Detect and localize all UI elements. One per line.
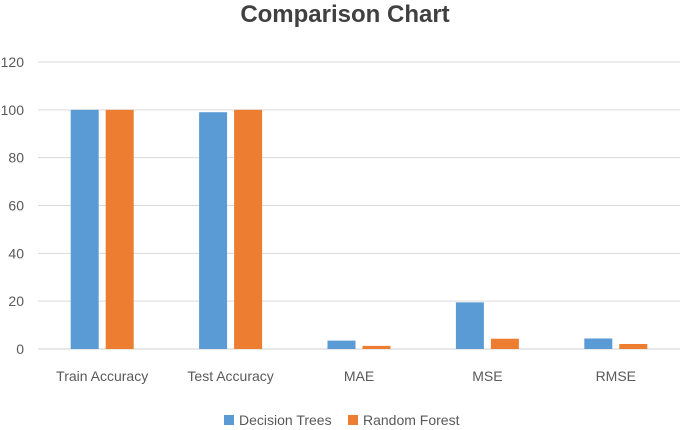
bar-decision-trees [455,302,484,349]
legend: Decision Trees Random Forest [224,412,460,428]
bar-random-forest [234,109,263,349]
x-category-label: MAE [344,368,374,384]
x-category-label: Train Accuracy [56,368,148,384]
bar-random-forest [362,345,391,349]
chart-title: Comparison Chart [240,1,449,28]
y-tick-label: 100 [1,102,25,118]
legend-swatch [348,415,358,425]
y-axis: 0 20 40 60 80 100 120 [1,54,25,357]
y-tick-label: 20 [8,293,24,309]
y-tick-label: 60 [8,198,24,214]
y-tick-label: 80 [8,150,24,166]
bar-decision-trees [70,109,99,349]
x-axis: Train Accuracy Test Accuracy MAE MSE RMSE [56,368,636,384]
bar-random-forest [619,343,648,349]
bar-decision-trees [199,112,228,349]
legend-label: Random Forest [363,412,460,428]
y-tick-label: 0 [16,341,24,357]
y-tick-label: 120 [1,54,25,70]
grid-lines [38,61,680,350]
y-tick-label: 40 [8,245,24,261]
bar-decision-trees [327,340,356,349]
x-category-label: Test Accuracy [187,368,273,384]
x-category-label: MSE [472,368,502,384]
bars [70,109,648,349]
bar-random-forest [490,338,519,349]
x-category-label: RMSE [596,368,636,384]
bar-random-forest [105,109,134,349]
legend-label: Decision Trees [239,412,332,428]
legend-swatch [224,415,234,425]
bar-decision-trees [584,338,613,349]
